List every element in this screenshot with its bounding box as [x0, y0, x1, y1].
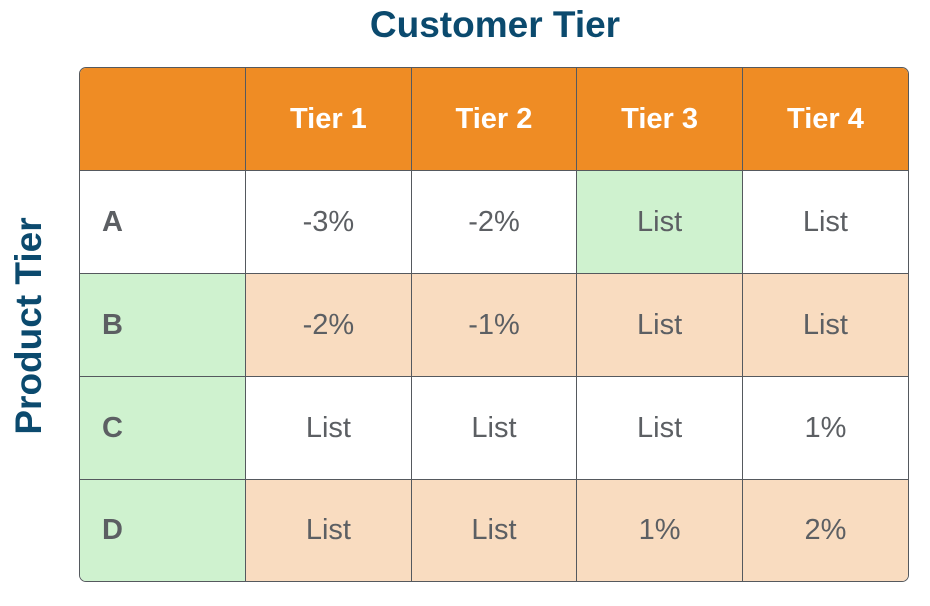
column-header: Tier 2	[410, 68, 578, 171]
column-header: Tier 1	[245, 68, 412, 171]
table-cell: List	[245, 479, 412, 581]
highlighted-cell: D	[80, 479, 247, 581]
table-row: C List List List 1%	[80, 376, 908, 480]
table-cell: 1%	[741, 376, 908, 480]
row-axis-label: Product Tier	[8, 216, 49, 435]
chart-title: Customer Tier	[369, 4, 621, 45]
table-cell: List	[410, 479, 578, 581]
table-cell: List	[741, 170, 908, 274]
row-axis-label-wrap: Product Tier	[0, 68, 58, 583]
table-row: B -2% -1% List List	[80, 273, 908, 377]
highlighted-cell: List	[576, 170, 743, 274]
table-row: A -3% -2% List List	[80, 170, 908, 274]
table-cell: List	[576, 376, 743, 480]
column-header: Tier 4	[741, 68, 908, 171]
row-label: A	[80, 170, 247, 274]
table-cell: List	[245, 376, 412, 480]
table-cell: -2%	[245, 273, 412, 377]
table-cell: List	[741, 273, 908, 377]
tier-table: Tier 1 Tier 2 Tier 3 Tier 4 A -3% -2% Li…	[80, 68, 908, 581]
highlighted-cell: B	[80, 273, 247, 377]
header-row: Tier 1 Tier 2 Tier 3 Tier 4	[80, 68, 908, 171]
table-cell: -1%	[410, 273, 578, 377]
table-cell: -2%	[410, 170, 578, 274]
table-cell: 1%	[576, 479, 743, 581]
table-cell: 2%	[741, 479, 908, 581]
table-cell: List	[410, 376, 578, 480]
table-cell: List	[576, 273, 743, 377]
column-header: Tier 3	[576, 68, 743, 171]
corner-cell	[80, 68, 247, 171]
highlighted-cell: C	[80, 376, 247, 480]
table-row: D List List 1% 2%	[80, 479, 908, 581]
table-cell: -3%	[245, 170, 412, 274]
tier-matrix: Tier 1 Tier 2 Tier 3 Tier 4 A -3% -2% Li…	[79, 67, 909, 582]
